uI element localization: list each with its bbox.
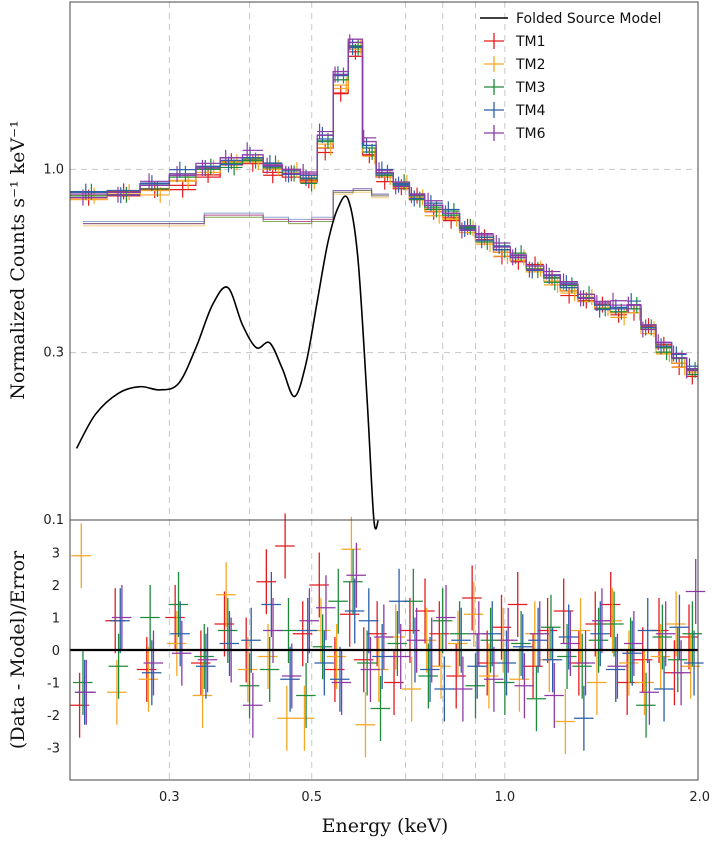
y-axis-label-bottom: (Data - Model)/Error (7, 550, 29, 749)
y-tick-label-top: 0.1 (43, 513, 64, 528)
data-series-tm2 (70, 48, 698, 376)
y-tick-label-bottom: -1 (47, 677, 60, 692)
x-tick-label: 0.5 (301, 790, 322, 805)
y-tick-label-top: 0.3 (43, 346, 64, 361)
legend-label: TM4 (515, 103, 546, 119)
folded-source-model-line (75, 195, 380, 530)
x-tick-label: 1.0 (495, 790, 516, 805)
top-panel-frame (69, 1, 699, 521)
legend-label: TM3 (515, 80, 546, 96)
legend-label: Folded Source Model (516, 11, 661, 27)
y-tick-label-bottom: 1 (52, 612, 60, 627)
data-series-tm1 (70, 55, 698, 376)
y-tick-label-bottom: 0 (52, 644, 60, 659)
panel-frames (69, 1, 699, 781)
bottom-panel-residuals (69, 513, 706, 758)
x-tick-label: 2.0 (689, 790, 710, 805)
top-panel-series (70, 34, 699, 385)
legend: Folded Source Model TM1 TM2 TM3 TM4 TM6 (480, 11, 661, 142)
bottom-panel-frame (69, 519, 699, 781)
component-series-tm6 (82, 188, 390, 225)
x-tick-label: 0.3 (159, 790, 180, 805)
legend-label: TM1 (515, 34, 546, 50)
data-series-tm6 (70, 38, 698, 370)
y-tick-label-bottom: -3 (47, 742, 60, 757)
y-tick-label-bottom: -2 (47, 709, 60, 724)
data-series-tm3 (70, 45, 698, 376)
y-tick-label-top: 1.0 (43, 162, 64, 177)
top-panel-model-curve (75, 195, 380, 530)
data-series-tm4 (70, 41, 698, 370)
x-axis-label: Energy (keV) (322, 815, 449, 837)
legend-label: TM6 (515, 126, 546, 142)
y-tick-label-bottom: 3 (52, 547, 60, 562)
y-tick-label-bottom: 2 (52, 579, 60, 594)
y-axis-label-top: Normalized Counts s⁻¹ keV⁻¹ (7, 120, 29, 400)
legend-label: TM2 (515, 57, 546, 73)
top-panel-grid (70, 2, 698, 521)
axis-ticks: 0.1 0.3 1.0 -3 -2 -1 0 1 2 3 0.3 0.5 1.0 2.0 (43, 162, 710, 805)
